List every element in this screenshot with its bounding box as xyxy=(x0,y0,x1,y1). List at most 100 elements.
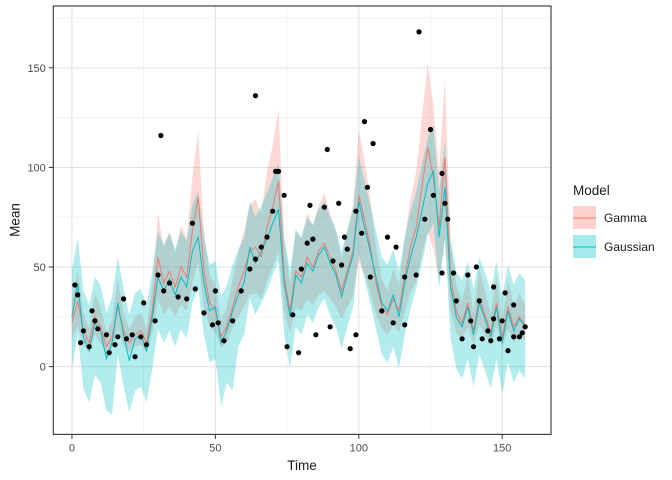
legend-key-gaussian xyxy=(573,235,596,258)
scatter-point xyxy=(324,146,330,153)
scatter-point xyxy=(155,272,161,278)
y-tick-label: 50 xyxy=(34,262,46,274)
scatter-point xyxy=(339,262,345,268)
scatter-point xyxy=(258,244,264,250)
scatter-point xyxy=(129,332,135,338)
scatter-point xyxy=(161,288,167,294)
legend-key-gamma xyxy=(573,206,596,229)
scatter-point xyxy=(499,318,505,324)
x-tick-label: 50 xyxy=(209,442,221,454)
scatter-point xyxy=(184,296,190,302)
scatter-point xyxy=(522,324,528,330)
scatter-point xyxy=(468,318,474,324)
scatter-point xyxy=(485,328,491,334)
scatter-point xyxy=(121,296,127,302)
scatter-point xyxy=(78,340,84,346)
scatter-point xyxy=(379,308,385,314)
scatter-point xyxy=(359,230,365,236)
x-axis-title: Time xyxy=(287,458,317,473)
scatter-point xyxy=(416,29,422,35)
x-tick-label: 100 xyxy=(350,442,368,454)
scatter-point xyxy=(413,272,419,278)
scatter-point xyxy=(296,350,302,356)
scatter-point xyxy=(353,332,359,338)
scatter-point xyxy=(307,202,313,208)
scatter-point xyxy=(341,234,348,240)
scatter-point xyxy=(89,308,95,314)
scatter-point xyxy=(361,119,368,125)
scatter-point xyxy=(112,342,118,348)
scatter-point xyxy=(152,318,158,324)
scatter-point xyxy=(473,264,479,270)
legend-key-line-gamma xyxy=(573,217,596,218)
scatter-point xyxy=(488,338,494,344)
scatter-point xyxy=(238,288,244,294)
scatter-point xyxy=(284,344,290,350)
scatter-points xyxy=(72,29,528,360)
legend-item-gaussian: Gaussian xyxy=(573,235,655,258)
scatter-point xyxy=(459,336,465,342)
scatter-point xyxy=(175,294,181,300)
scatter-point xyxy=(192,286,198,292)
scatter-point xyxy=(430,192,436,198)
scatter-point xyxy=(496,336,502,342)
scatter-point xyxy=(465,272,471,278)
scatter-point xyxy=(92,318,98,324)
scatter-point xyxy=(215,320,221,326)
grid-major xyxy=(53,6,551,435)
scatter-point xyxy=(270,208,276,214)
scatter-point xyxy=(511,334,517,340)
scatter-point xyxy=(143,342,150,348)
scatter-point xyxy=(132,354,138,360)
scatter-point xyxy=(221,338,227,344)
scatter-point xyxy=(75,292,81,298)
scatter-point xyxy=(479,336,485,342)
scatter-point xyxy=(247,266,253,272)
scatter-point xyxy=(138,334,144,340)
scatter-point xyxy=(519,330,525,336)
panel-background xyxy=(53,6,552,435)
y-axis-title: Mean xyxy=(7,203,23,237)
scatter-point xyxy=(304,240,310,246)
scatter-point xyxy=(516,334,523,340)
grid-minor xyxy=(53,6,551,435)
scatter-point xyxy=(310,236,316,242)
x-tick-label: 0 xyxy=(69,442,75,454)
scatter-point xyxy=(470,344,477,350)
scatter-point xyxy=(212,288,218,294)
scatter-point xyxy=(327,324,333,330)
scatter-point xyxy=(505,348,511,354)
panel-border xyxy=(52,5,552,435)
scatter-point xyxy=(393,244,399,250)
scatter-point xyxy=(511,302,517,308)
y-tick-label: 150 xyxy=(27,63,45,75)
scatter-point xyxy=(367,274,373,280)
scatter-point xyxy=(252,93,259,99)
x-tick-label: 150 xyxy=(493,442,511,454)
scatter-point xyxy=(158,132,164,139)
scatter-point xyxy=(106,350,112,356)
axis-tick-labels: 0 50 100 150 0 50 100 150 xyxy=(27,63,511,455)
scatter-point xyxy=(402,322,408,328)
scatter-point xyxy=(189,220,195,226)
scatter-point xyxy=(281,192,287,198)
scatter-point xyxy=(439,270,445,276)
scatter-point xyxy=(313,332,319,338)
scatter-point xyxy=(442,200,448,206)
scatter-point xyxy=(364,184,370,190)
scatter-point xyxy=(390,320,396,326)
scatter-point xyxy=(453,298,459,304)
ribbon-gaussian xyxy=(71,125,526,415)
scatter-point xyxy=(80,328,86,334)
scatter-point xyxy=(330,258,336,264)
scatter-point xyxy=(384,234,391,240)
scatter-point xyxy=(264,234,270,240)
scatter-point xyxy=(95,326,101,332)
scatter-point xyxy=(402,274,408,280)
legend-item-gamma: Gamma xyxy=(573,206,655,229)
scatter-point xyxy=(445,216,451,222)
scatter-point xyxy=(201,310,207,316)
scatter-point xyxy=(290,312,296,318)
